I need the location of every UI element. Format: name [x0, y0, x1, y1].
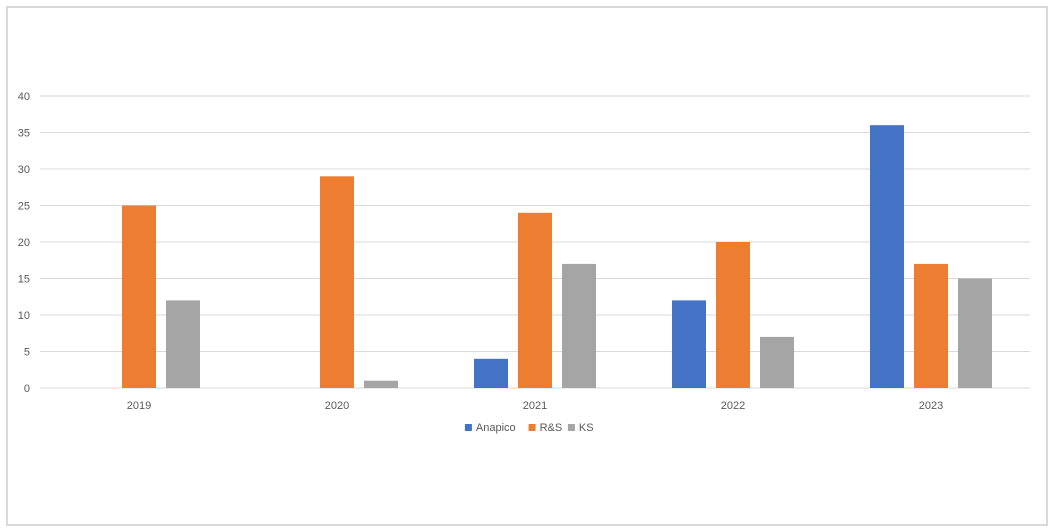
bar-ks-2023 [958, 278, 992, 388]
legend-swatch [567, 424, 575, 431]
y-tick-label: 0 [24, 383, 30, 395]
y-tick-label: 5 [24, 347, 30, 359]
x-tick-label: 2023 [919, 400, 943, 412]
y-tick-label: 25 [18, 201, 30, 213]
bar-r-s-2021 [518, 212, 552, 388]
legend: Anapico R&S KS [464, 422, 594, 434]
legend-label: Anapico [476, 422, 516, 434]
bar-r-s-2023 [914, 263, 948, 388]
legend-label: KS [579, 422, 594, 434]
legend-swatch [464, 424, 472, 431]
bar-r-s-2020 [320, 176, 354, 388]
y-tick-label: 40 [18, 91, 30, 103]
bar-ks-2019 [166, 300, 200, 388]
legend-swatch [528, 424, 536, 431]
x-tick-label: 2022 [721, 400, 745, 412]
y-tick-label: 20 [18, 237, 30, 249]
bar-ks-2020 [364, 380, 398, 388]
bar-anapico-2022 [672, 300, 706, 388]
y-tick-label: 10 [18, 310, 30, 322]
bar-ks-2021 [562, 263, 596, 388]
x-tick-label: 2019 [127, 400, 151, 412]
y-axis-ticks: 0 5 10 15 20 25 30 35 40 [18, 91, 30, 395]
bar-anapico-2023 [870, 125, 904, 388]
gridlines [40, 95, 1030, 389]
legend-item-r-s: R&S [528, 422, 563, 434]
y-tick-label: 15 [18, 274, 30, 286]
y-tick-label: 35 [18, 128, 30, 140]
legend-item-anapico: Anapico [464, 422, 516, 434]
legend-item-ks: KS [567, 422, 594, 434]
bars [122, 125, 992, 388]
x-axis-ticks: 2019 2020 2021 2022 2023 [127, 400, 943, 412]
legend-label: R&S [540, 422, 563, 434]
bar-r-s-2022 [716, 242, 750, 388]
bar-ks-2022 [760, 336, 794, 388]
bar-anapico-2021 [474, 358, 508, 388]
y-tick-label: 30 [18, 164, 30, 176]
bar-r-s-2019 [122, 205, 156, 388]
x-tick-label: 2020 [325, 400, 349, 412]
x-tick-label: 2021 [523, 400, 547, 412]
